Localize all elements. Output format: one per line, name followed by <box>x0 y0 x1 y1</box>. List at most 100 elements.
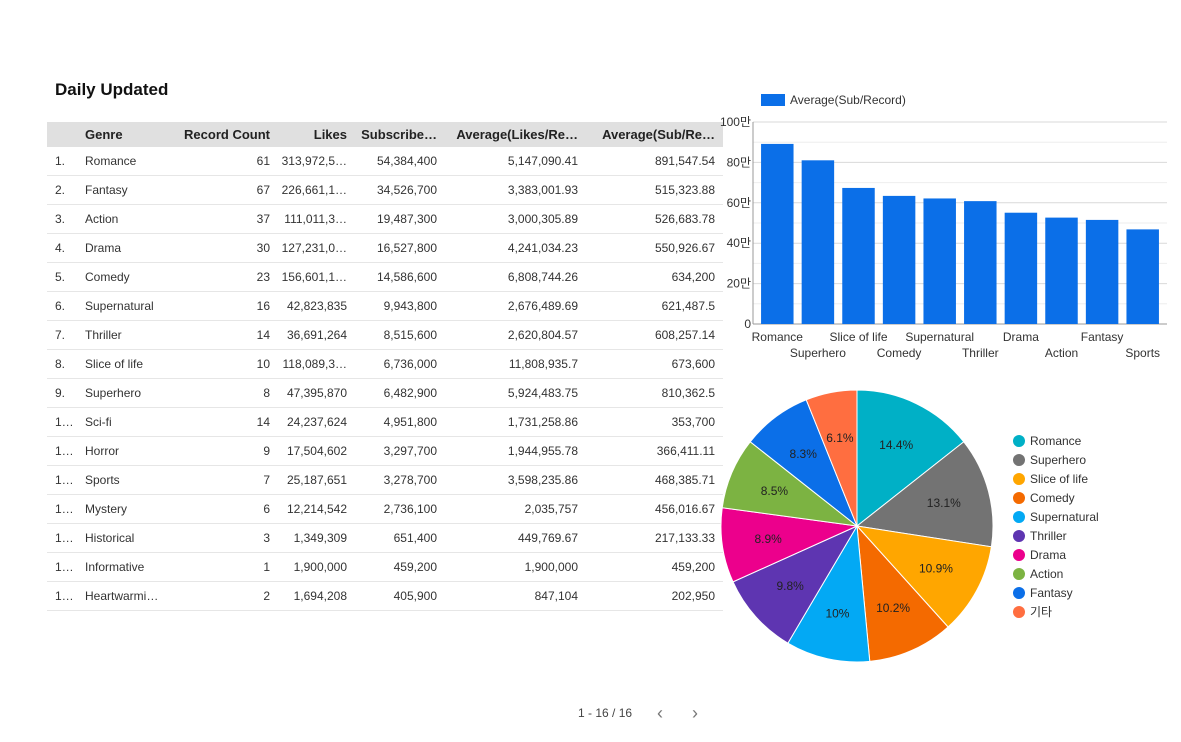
legend-dot <box>1013 454 1025 466</box>
average-likes-cell: 1,731,258.86 <box>441 407 582 437</box>
table-row[interactable]: 1… Historical 3 1,349,309 651,400 449,769.67 2… <box>47 523 723 553</box>
table-row[interactable]: 5. Comedy 23 156,601,1… 14,586,600 6,808,744.… <box>47 262 723 292</box>
record-count-cell: 14 <box>170 320 274 350</box>
subscribers-cell: 19,487,300 <box>351 204 441 234</box>
row-index: 1. <box>47 147 85 176</box>
genre-cell: Supernatural <box>85 291 170 321</box>
table-header-row: Genre Record Count Likes Subscribe… Aver… <box>47 122 723 147</box>
legend-item: Comedy <box>1030 491 1075 505</box>
pie-chart: 14.4% 13.1% 10.9% 10.2% 10% 9.8% 8.9% 8.5% 8.3% 6… <box>720 389 1099 663</box>
table-row[interactable]: 1… Sports 7 25,187,651 3,278,700 3,598,235.86… <box>47 465 723 495</box>
likes-cell: 36,691,264 <box>274 320 351 350</box>
average-sub-cell: 515,323.88 <box>582 175 723 205</box>
table-body: 1. Romance 61 313,972,5… 54,384,400 5,147,090… <box>47 147 723 611</box>
legend-item: Thriller <box>1030 529 1067 543</box>
genre-cell: Fantasy <box>85 175 170 205</box>
bar <box>1004 212 1038 324</box>
subscribers-cell: 2,736,100 <box>351 494 441 524</box>
average-sub-cell: 608,257.14 <box>582 320 723 350</box>
legend-item: Romance <box>1030 434 1082 448</box>
pagination-label: 1 - 16 / 16 <box>578 706 633 720</box>
subscribers-cell: 9,943,800 <box>351 291 441 321</box>
average-likes-cell: 3,598,235.86 <box>441 465 582 495</box>
legend-swatch <box>761 94 785 106</box>
row-index: 1… <box>47 581 85 611</box>
table-row[interactable]: 1… Horror 9 17,504,602 3,297,700 1,944,955.78… <box>47 436 723 466</box>
likes-cell: 111,011,3… <box>274 204 351 234</box>
table-row[interactable]: 1. Romance 61 313,972,5… 54,384,400 5,147,090… <box>47 147 723 176</box>
bar <box>801 160 835 324</box>
chevron-left-icon[interactable]: ‹ <box>657 703 663 723</box>
likes-header[interactable]: Likes <box>274 122 351 147</box>
bar <box>964 201 997 324</box>
average-sub-header[interactable]: Average(Sub/Re… <box>582 122 723 147</box>
legend-item: Action <box>1030 567 1063 581</box>
average-sub-cell: 810,362.5 <box>582 378 723 408</box>
y-tick-label: 60만 <box>727 196 751 210</box>
bar <box>923 198 956 324</box>
x-tick-label: Fantasy <box>1081 330 1124 344</box>
average-sub-cell: 202,950 <box>582 581 723 611</box>
average-sub-cell: 468,385.71 <box>582 465 723 495</box>
table-row[interactable]: 8. Slice of life 10 118,089,3… 6,736,000 11,8… <box>47 349 723 379</box>
average-likes-cell: 4,241,034.23 <box>441 233 582 263</box>
subscribers-cell: 4,951,800 <box>351 407 441 437</box>
row-index: 2. <box>47 175 85 205</box>
pie-slice <box>805 389 858 527</box>
average-likes-cell: 11,808,935.7 <box>441 349 582 379</box>
x-tick-label: Action <box>1045 346 1078 360</box>
legend-dot <box>1013 568 1025 580</box>
table-row[interactable]: 4. Drama 30 127,231,0… 16,527,800 4,241,034.2… <box>47 233 723 263</box>
index-header <box>47 122 85 147</box>
genre-cell: Sports <box>85 465 170 495</box>
average-likes-cell: 1,944,955.78 <box>441 436 582 466</box>
average-sub-cell: 217,133.33 <box>582 523 723 553</box>
slice-label: 13.1% <box>927 496 961 510</box>
average-likes-cell: 2,620,804.57 <box>441 320 582 350</box>
y-tick-label: 0 <box>744 317 751 331</box>
table-row[interactable]: 9. Superhero 8 47,395,870 6,482,900 5,924,483… <box>47 378 723 408</box>
x-tick-label: Slice of life <box>829 330 887 344</box>
record-count-header[interactable]: Record Count <box>170 122 274 147</box>
x-tick-label: Drama <box>1003 330 1039 344</box>
slice-label: 6.1% <box>826 431 854 445</box>
genre-cell: Thriller <box>85 320 170 350</box>
average-sub-cell: 366,411.11 <box>582 436 723 466</box>
table-row[interactable]: 2. Fantasy 67 226,661,1… 34,526,700 3,383,001… <box>47 175 723 205</box>
y-tick-label: 100만 <box>720 115 751 129</box>
table-row[interactable]: 6. Supernatural 16 42,823,835 9,943,800 2,676… <box>47 291 723 321</box>
x-tick-label: Supernatural <box>905 330 974 344</box>
row-index: 7. <box>47 320 85 350</box>
record-count-cell: 6 <box>170 494 274 524</box>
subscribers-header[interactable]: Subscribe… <box>351 122 441 147</box>
slice-label: 14.4% <box>879 438 913 452</box>
legend-item: 기타 <box>1030 605 1052 619</box>
page-title: Daily Updated <box>55 80 169 99</box>
table-row[interactable]: 7. Thriller 14 36,691,264 8,515,600 2,620,804… <box>47 320 723 350</box>
genre-cell: Sci-fi <box>85 407 170 437</box>
record-count-cell: 10 <box>170 349 274 379</box>
genre-header[interactable]: Genre <box>85 122 170 147</box>
slice-label: 8.9% <box>754 532 782 546</box>
chevron-right-icon[interactable]: › <box>692 703 698 723</box>
genre-cell: Heartwarmi… <box>85 581 170 611</box>
record-count-cell: 3 <box>170 523 274 553</box>
record-count-cell: 23 <box>170 262 274 292</box>
row-index: 1… <box>47 552 85 582</box>
average-likes-header[interactable]: Average(Likes/Re… <box>441 122 582 147</box>
pie-slice <box>855 441 994 548</box>
record-count-cell: 9 <box>170 436 274 466</box>
table-row[interactable]: 1… Informative 1 1,900,000 459,200 1,900,000 4… <box>47 552 723 582</box>
y-tick-label: 80만 <box>727 155 751 169</box>
legend-dot <box>1013 606 1025 618</box>
subscribers-cell: 459,200 <box>351 552 441 582</box>
table-row[interactable]: 1… Mystery 6 12,214,542 2,736,100 2,035,757 45… <box>47 494 723 524</box>
legend-dot <box>1013 511 1025 523</box>
table-row[interactable]: 1… Sci-fi 14 24,237,624 4,951,800 1,731,258.8… <box>47 407 723 437</box>
table-row[interactable]: 1… Heartwarmi… 2 1,694,208 405,900 847,104 202… <box>47 581 723 611</box>
subscribers-cell: 3,278,700 <box>351 465 441 495</box>
legend-dot <box>1013 473 1025 485</box>
likes-cell: 24,237,624 <box>274 407 351 437</box>
table-row[interactable]: 3. Action 37 111,011,3… 19,487,300 3,000,305.… <box>47 204 723 234</box>
likes-cell: 127,231,0… <box>274 233 351 263</box>
